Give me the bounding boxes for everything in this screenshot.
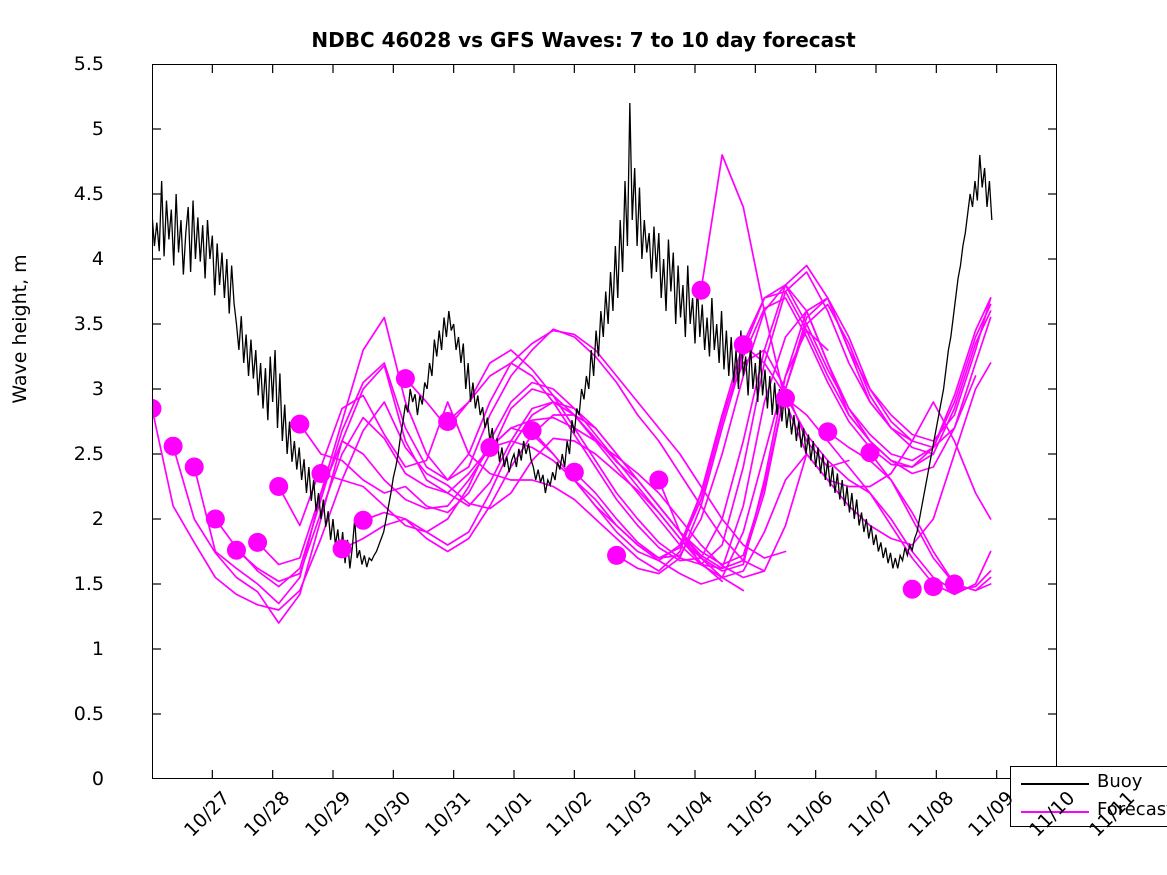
x-tick-label: 11/02 [542,787,597,842]
legend-label-forecast: Forecast [1097,799,1167,820]
y-tick-label: 3 [91,378,104,400]
buoy-series-line [152,102,993,569]
y-axis-tick-marks [152,64,1057,779]
x-tick-label: 10/31 [421,787,476,842]
plot-frame-border [152,64,1057,779]
y-tick-label: 0 [91,768,104,790]
x-tick-label: 10/28 [240,787,295,842]
y-tick-label: 3.5 [73,313,104,335]
forecast-marker-points [152,280,964,599]
x-tick-label: 11/06 [783,787,838,842]
x-tick-label: 11/07 [843,787,898,842]
x-tick-label: 11/08 [904,787,959,842]
y-tick-label: 2.5 [73,443,104,465]
y-tick-label: 2 [91,508,104,530]
x-tick-label: 10/30 [361,787,416,842]
y-tick-label: 5 [91,118,104,140]
y-tick-label: 4 [91,248,104,270]
legend-item-forecast[interactable]: Forecast [1011,798,1167,826]
page-title: NDBC 46028 vs GFS Waves: 7 to 10 day for… [311,28,856,52]
legend-label-buoy: Buoy [1097,771,1143,792]
plot-area: Buoy Forecast [152,64,1167,827]
x-axis-tick-marks [152,64,1057,779]
legend-swatch-forecast [1021,811,1089,813]
x-tick-label: 10/27 [180,787,235,842]
x-tick-label: 11/01 [481,787,536,842]
y-tick-label: 1.5 [73,573,104,595]
x-tick-label: 11/05 [723,787,778,842]
chart-legend[interactable]: Buoy Forecast [1010,766,1167,827]
y-tick-label: 4.5 [73,183,104,205]
y-tick-label: 1 [91,638,104,660]
x-tick-label: 11/04 [662,787,717,842]
x-tick-label: 11/03 [602,787,657,842]
legend-item-buoy[interactable]: Buoy [1011,770,1167,798]
x-tick-label: 10/29 [300,787,355,842]
y-tick-label: 0.5 [73,703,104,725]
legend-swatch-buoy [1021,783,1089,785]
y-tick-label: 5.5 [73,53,104,75]
chart-plot-svg [152,64,1057,779]
